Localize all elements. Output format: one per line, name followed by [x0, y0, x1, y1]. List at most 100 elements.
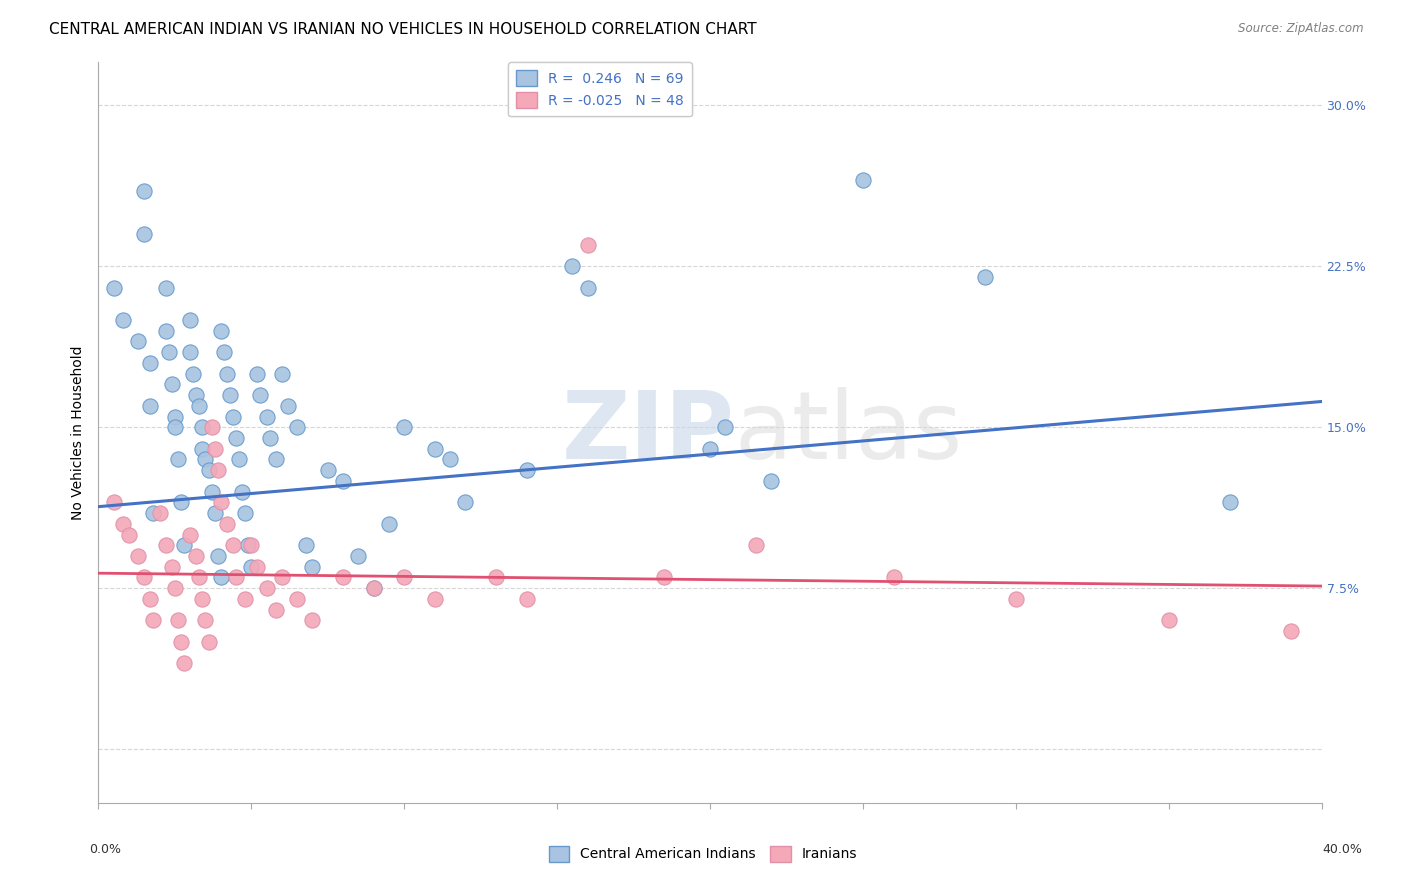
Point — [163, 420, 186, 434]
Point — [155, 538, 177, 552]
Legend: R =  0.246   N = 69, R = -0.025   N = 48: R = 0.246 N = 69, R = -0.025 N = 48 — [508, 62, 692, 116]
Point — [576, 281, 599, 295]
Point — [714, 420, 737, 434]
Point — [225, 570, 247, 584]
Point — [1219, 495, 1241, 509]
Point — [332, 474, 354, 488]
Point — [103, 495, 125, 509]
Point — [142, 506, 165, 520]
Point — [485, 570, 508, 584]
Point — [191, 420, 214, 434]
Point — [423, 442, 446, 456]
Point — [249, 388, 271, 402]
Point — [225, 431, 247, 445]
Point — [212, 345, 235, 359]
Point — [134, 227, 156, 241]
Point — [301, 559, 323, 574]
Point — [111, 516, 134, 531]
Point — [699, 442, 721, 456]
Text: atlas: atlas — [734, 386, 963, 479]
Point — [264, 452, 287, 467]
Point — [270, 367, 292, 381]
Point — [200, 420, 222, 434]
Point — [215, 367, 238, 381]
Point — [238, 538, 260, 552]
Point — [264, 602, 287, 616]
Point — [561, 260, 583, 274]
Point — [231, 484, 253, 499]
Point — [134, 184, 156, 198]
Point — [219, 388, 242, 402]
Point — [423, 591, 446, 606]
Y-axis label: No Vehicles in Household: No Vehicles in Household — [72, 345, 86, 520]
Point — [197, 635, 219, 649]
Point — [149, 506, 172, 520]
Point — [200, 484, 222, 499]
Point — [127, 549, 149, 563]
Point — [285, 420, 308, 434]
Point — [167, 452, 190, 467]
Point — [652, 570, 675, 584]
Point — [222, 409, 245, 424]
Point — [576, 237, 599, 252]
Point — [270, 570, 292, 584]
Point — [209, 495, 232, 509]
Point — [745, 538, 768, 552]
Point — [173, 538, 195, 552]
Point — [209, 324, 232, 338]
Point — [173, 657, 195, 671]
Point — [974, 270, 997, 285]
Point — [142, 614, 165, 628]
Point — [256, 409, 278, 424]
Point — [332, 570, 354, 584]
Point — [392, 570, 416, 584]
Point — [139, 356, 162, 370]
Point — [277, 399, 299, 413]
Point — [111, 313, 134, 327]
Point — [259, 431, 281, 445]
Point — [186, 549, 208, 563]
Point — [188, 399, 211, 413]
Point — [139, 591, 162, 606]
Point — [103, 281, 125, 295]
Point — [181, 367, 204, 381]
Point — [883, 570, 905, 584]
Point — [209, 570, 232, 584]
Legend: Central American Indians, Iranians: Central American Indians, Iranians — [543, 840, 863, 867]
Point — [204, 442, 226, 456]
Point — [197, 463, 219, 477]
Point — [233, 506, 256, 520]
Point — [160, 559, 183, 574]
Point — [155, 324, 177, 338]
Point — [134, 570, 156, 584]
Point — [233, 591, 256, 606]
Point — [207, 463, 229, 477]
Point — [240, 538, 263, 552]
Point — [516, 591, 538, 606]
Point — [155, 281, 177, 295]
Point — [759, 474, 782, 488]
Point — [301, 614, 323, 628]
Point — [191, 442, 214, 456]
Point — [852, 173, 875, 187]
Point — [228, 452, 250, 467]
Point — [170, 495, 193, 509]
Point — [240, 559, 263, 574]
Point — [191, 591, 214, 606]
Point — [392, 420, 416, 434]
Text: 0.0%: 0.0% — [90, 843, 121, 856]
Point — [439, 452, 461, 467]
Point — [246, 559, 269, 574]
Point — [204, 506, 226, 520]
Point — [163, 581, 186, 595]
Point — [186, 388, 208, 402]
Point — [194, 614, 217, 628]
Point — [167, 614, 190, 628]
Text: 40.0%: 40.0% — [1323, 843, 1362, 856]
Point — [1279, 624, 1302, 639]
Point — [1004, 591, 1026, 606]
Point — [285, 591, 308, 606]
Point — [179, 345, 201, 359]
Point — [1157, 614, 1180, 628]
Text: CENTRAL AMERICAN INDIAN VS IRANIAN NO VEHICLES IN HOUSEHOLD CORRELATION CHART: CENTRAL AMERICAN INDIAN VS IRANIAN NO VE… — [49, 22, 756, 37]
